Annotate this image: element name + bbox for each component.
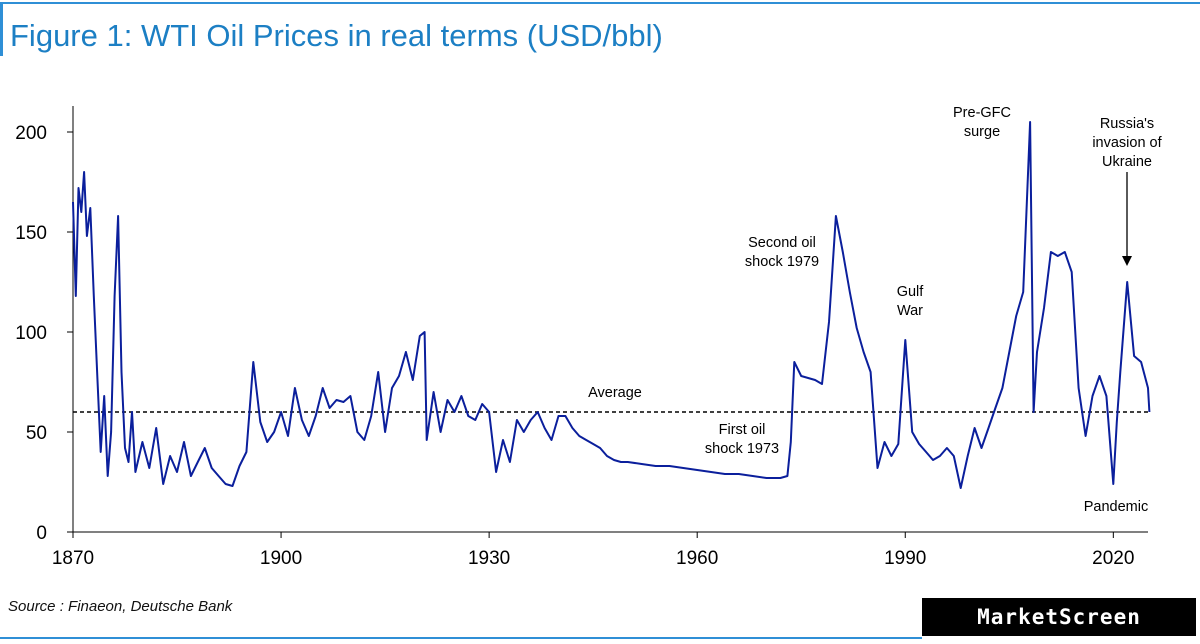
x-tick-label: 1960 bbox=[676, 548, 718, 569]
line-chart: 0 50 100 150 200 1870 1900 1930 1960 1990 2020 Pr… bbox=[15, 105, 1163, 569]
series-line bbox=[72, 121, 1151, 489]
annotation-arrowhead bbox=[1122, 256, 1132, 266]
source-note: Source : Finaeon, Deutsche Bank bbox=[8, 598, 233, 615]
annotation-label: First oil shock 1973 bbox=[705, 422, 779, 457]
annotation-label: Average bbox=[588, 385, 642, 401]
annotation-label: Second oil shock 1979 bbox=[745, 235, 819, 270]
y-tick-label: 200 bbox=[15, 123, 47, 144]
x-tick-label: 1990 bbox=[884, 548, 926, 569]
bottom-border bbox=[0, 637, 922, 639]
x-tick-label: 1930 bbox=[468, 548, 510, 569]
annotation-label: Pandemic bbox=[1084, 499, 1148, 515]
figure-title: Figure 1: WTI Oil Prices in real terms (… bbox=[10, 18, 663, 53]
x-tick-label: 2020 bbox=[1092, 548, 1134, 569]
x-tick-label: 1870 bbox=[52, 548, 94, 569]
x-axis: 1870 1900 1930 1960 1990 2020 bbox=[52, 532, 1134, 569]
y-tick-label: 0 bbox=[36, 523, 47, 544]
brand-logo: MarketScreen bbox=[922, 598, 1196, 636]
annotation-label: Gulf War bbox=[897, 284, 925, 319]
y-axis: 0 50 100 150 200 bbox=[15, 106, 74, 544]
x-tick-label: 1900 bbox=[260, 548, 302, 569]
annotation-label: Pre-GFC surge bbox=[953, 105, 1011, 140]
y-tick-label: 50 bbox=[26, 423, 47, 444]
annotation-label: Russia's invasion of Ukraine bbox=[1092, 116, 1162, 170]
annotations: Pre-GFC surge Russia's invasion of Ukraine Se… bbox=[588, 105, 1163, 515]
y-tick-label: 150 bbox=[15, 223, 47, 244]
title-accent-bar bbox=[0, 4, 3, 56]
y-tick-label: 100 bbox=[15, 323, 47, 344]
top-border bbox=[0, 2, 1200, 4]
